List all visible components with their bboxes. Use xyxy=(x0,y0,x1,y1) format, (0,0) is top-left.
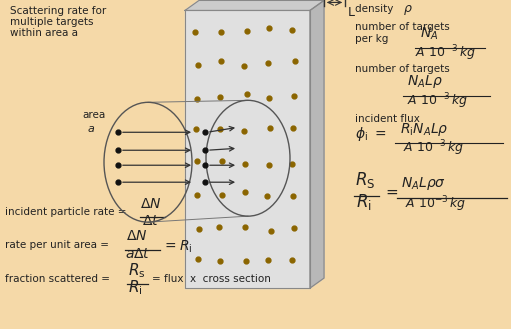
Text: $=$: $=$ xyxy=(383,184,399,199)
Polygon shape xyxy=(185,0,324,11)
Text: incident particle rate =: incident particle rate = xyxy=(5,207,127,217)
Text: $N_A$: $N_A$ xyxy=(420,25,438,42)
Text: incident flux: incident flux xyxy=(355,114,420,124)
Text: $\Delta N$: $\Delta N$ xyxy=(126,229,148,243)
Text: $\Delta t$: $\Delta t$ xyxy=(142,214,159,228)
Text: $A\ 10^{-3}\,kg$: $A\ 10^{-3}\,kg$ xyxy=(403,139,464,158)
Polygon shape xyxy=(310,0,324,288)
Text: a: a xyxy=(88,124,95,134)
Text: density: density xyxy=(355,5,400,14)
Text: multiple targets: multiple targets xyxy=(10,17,94,27)
Text: $R_{\rm i}$: $R_{\rm i}$ xyxy=(128,278,143,297)
Text: $\rho$: $\rho$ xyxy=(403,3,413,17)
Text: $R_{\rm S}$: $R_{\rm S}$ xyxy=(355,170,375,190)
Text: $A\ 10^{-3}\,kg$: $A\ 10^{-3}\,kg$ xyxy=(415,43,476,63)
Polygon shape xyxy=(185,11,310,288)
Text: $N_A L\rho$: $N_A L\rho$ xyxy=(407,73,443,90)
Text: $\Delta N$: $\Delta N$ xyxy=(140,197,161,211)
Text: Scattering rate for: Scattering rate for xyxy=(10,7,106,16)
Text: $= R_{\rm i}$: $= R_{\rm i}$ xyxy=(162,238,193,255)
Text: fraction scattered =: fraction scattered = xyxy=(5,274,110,284)
Text: $R_{\rm s}$: $R_{\rm s}$ xyxy=(128,261,146,280)
Text: area: area xyxy=(82,110,105,120)
Text: per kg: per kg xyxy=(355,35,388,44)
Text: number of targets: number of targets xyxy=(355,22,450,33)
Text: L: L xyxy=(348,7,355,19)
Text: $A\ 10^{-3}\,kg$: $A\ 10^{-3}\,kg$ xyxy=(405,194,466,214)
Text: number of targets: number of targets xyxy=(355,64,450,74)
Text: within area a: within area a xyxy=(10,28,78,38)
Text: = flux  x  cross section: = flux x cross section xyxy=(152,274,271,284)
Text: $R_{\rm i}N_A L\rho$: $R_{\rm i}N_A L\rho$ xyxy=(400,121,449,138)
Text: $\phi_{\rm i}\ =$: $\phi_{\rm i}\ =$ xyxy=(355,125,387,143)
Text: $R_{\rm i}$: $R_{\rm i}$ xyxy=(356,192,372,212)
Text: $N_A L\rho\sigma$: $N_A L\rho\sigma$ xyxy=(401,175,446,192)
Text: $A\ 10^{-3}\,kg$: $A\ 10^{-3}\,kg$ xyxy=(407,91,468,111)
Text: rate per unit area =: rate per unit area = xyxy=(5,240,109,250)
Text: $a\Delta t$: $a\Delta t$ xyxy=(125,247,151,261)
